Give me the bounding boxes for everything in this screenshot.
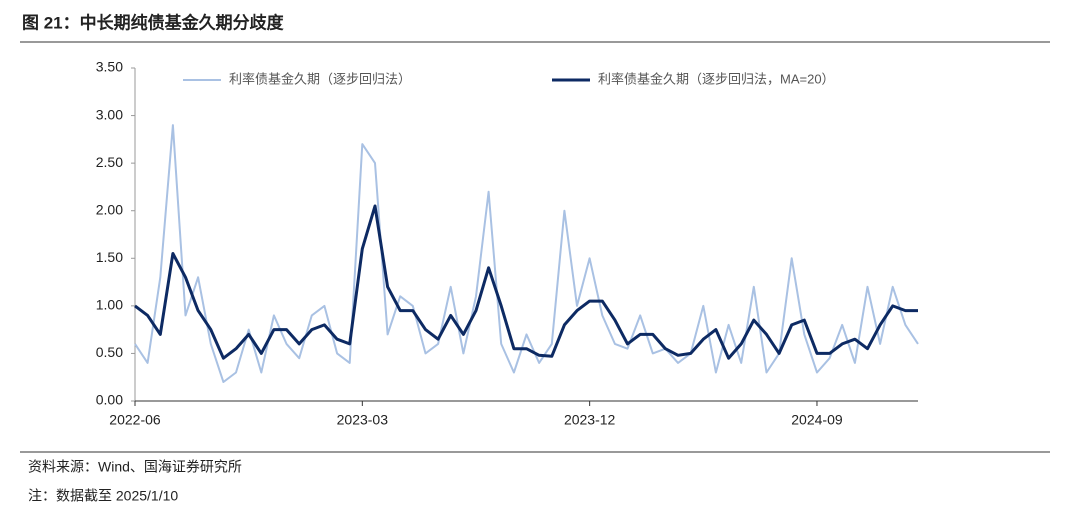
series-line [134,124,919,383]
y-tick-label: 2.50 [96,154,123,170]
y-tick-label: 2.00 [96,201,123,217]
x-tick-label: 2023-12 [564,412,616,428]
source: 资料来源：Wind、国海证券研究所 [28,459,242,475]
legend-label: 利率债基金久期（逐步回归法，MA=20） [598,71,835,86]
y-tick-label: 0.00 [96,392,123,408]
series-line [134,204,918,360]
note: 注：数据截至 2025/1/10 [28,488,178,504]
y-tick-label: 0.50 [96,344,123,360]
legend-label: 利率债基金久期（逐步回归法） [229,71,411,86]
x-tick-label: 2024-09 [791,412,843,428]
y-tick-label: 3.00 [96,106,123,122]
y-tick-label: 1.00 [96,297,123,313]
y-tick-label: 1.50 [96,249,123,265]
x-tick-label: 2023-03 [337,412,389,428]
chart-title: 图 21：中长期纯债基金久期分歧度 [22,12,285,32]
x-tick-label: 2022-06 [109,412,161,428]
y-tick-label: 3.50 [96,59,123,75]
